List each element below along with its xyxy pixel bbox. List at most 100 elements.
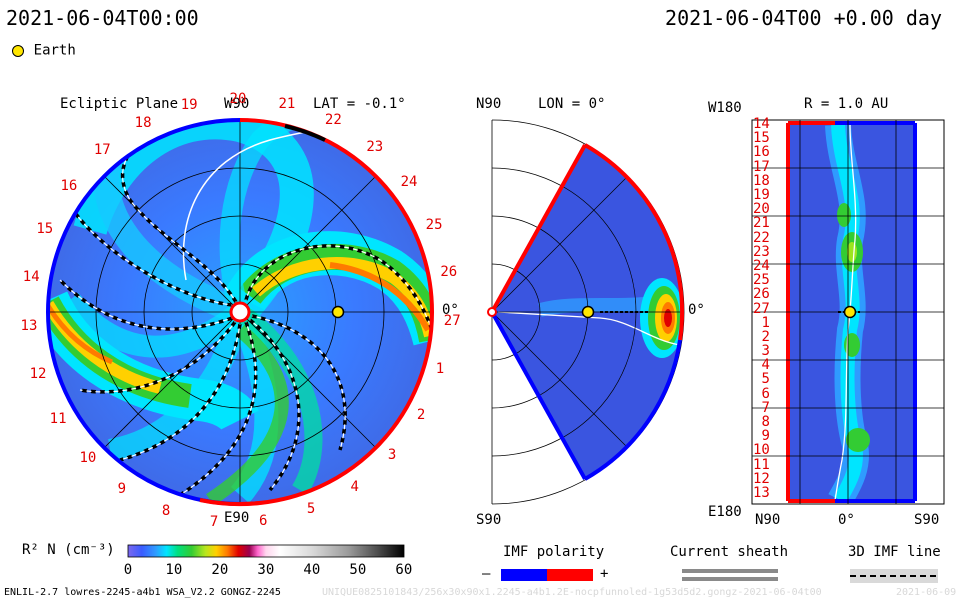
shell-y-label: 5 bbox=[761, 371, 770, 388]
carrington-label: 12 bbox=[29, 366, 47, 383]
shell-y-label: 11 bbox=[753, 456, 770, 473]
ecliptic-lat: LAT = -0.1° bbox=[313, 96, 406, 112]
carrington-label: 26 bbox=[440, 263, 458, 280]
imf-minus-label: – bbox=[482, 566, 491, 582]
shell-y-label: 2 bbox=[761, 328, 770, 345]
carrington-label: 10 bbox=[79, 450, 97, 467]
ecliptic-w90: W90 bbox=[224, 96, 250, 112]
shell-y-label: 26 bbox=[753, 286, 770, 303]
imf-3d-swatch bbox=[850, 569, 938, 583]
shell-y-label: 4 bbox=[761, 357, 770, 374]
shell-y-label: 8 bbox=[761, 414, 770, 431]
carrington-label: 24 bbox=[400, 174, 418, 191]
shell-y-label: 20 bbox=[753, 201, 770, 218]
shell-y-label: 16 bbox=[753, 144, 770, 161]
shell-y-label: 9 bbox=[761, 428, 770, 445]
carrington-label: 21 bbox=[278, 96, 296, 113]
carrington-label: 22 bbox=[324, 112, 342, 129]
carrington-label: 16 bbox=[60, 178, 78, 195]
imf-plus-label: + bbox=[600, 566, 609, 582]
sun-marker bbox=[229, 301, 251, 323]
current-sheath-swatch bbox=[682, 569, 778, 581]
footer-run-id: UNIQUE0825101843/256x30x90x1.2245-a4b1.2… bbox=[322, 587, 822, 598]
shell-y-label: 25 bbox=[753, 272, 770, 289]
ecliptic-plane-panel bbox=[46, 118, 434, 507]
shell-y-label: 27 bbox=[753, 300, 770, 317]
imf-positive-swatch bbox=[547, 569, 593, 581]
meridional-s90: S90 bbox=[476, 512, 502, 528]
shell-y-label: 13 bbox=[753, 485, 770, 501]
colorbar-tick: 40 bbox=[303, 562, 321, 578]
carrington-label: 9 bbox=[117, 481, 126, 498]
carrington-label: 25 bbox=[425, 216, 443, 233]
earth-legend-label: Earth bbox=[33, 42, 76, 59]
shell-x-s90: S90 bbox=[914, 512, 940, 528]
carrington-label: 8 bbox=[161, 503, 171, 520]
carrington-label: 18 bbox=[134, 114, 152, 131]
shell-y-label: 21 bbox=[753, 215, 770, 232]
shell-x-zero: 0° bbox=[838, 512, 855, 528]
shell-y-label: 12 bbox=[753, 470, 770, 487]
shell-y-label: 22 bbox=[753, 229, 770, 246]
shell-y-label: 23 bbox=[753, 243, 770, 260]
carrington-label: 27 bbox=[443, 312, 461, 329]
ecliptic-rim-negative bbox=[46, 118, 241, 506]
earth-marker-shell bbox=[843, 305, 857, 319]
shell-w180: W180 bbox=[708, 100, 742, 116]
meridional-n90: N90 bbox=[476, 96, 502, 112]
carrington-label: 19 bbox=[180, 97, 198, 114]
carrington-label: 13 bbox=[20, 317, 38, 334]
current-sheath-title: Current sheath bbox=[670, 544, 789, 560]
carrington-label: 1 bbox=[435, 361, 445, 378]
header-right-time: 2021-06-04T00 +0.00 day bbox=[665, 6, 942, 30]
ecliptic-title: Ecliptic Plane bbox=[60, 96, 179, 112]
shell-y-label: 19 bbox=[753, 186, 770, 203]
colorbar-tick: 0 bbox=[123, 562, 133, 578]
shell-panel bbox=[751, 119, 945, 505]
carrington-label: 23 bbox=[366, 139, 384, 156]
shell-y-label: 10 bbox=[753, 442, 770, 459]
shell-y-label: 18 bbox=[753, 172, 770, 189]
carrington-label: 6 bbox=[259, 513, 268, 530]
colorbar-tick: 60 bbox=[395, 562, 413, 578]
earth-legend: Earth bbox=[12, 40, 76, 59]
carrington-label: 14 bbox=[22, 268, 40, 285]
meridional-rim-positive bbox=[584, 143, 684, 341]
carrington-label: 3 bbox=[387, 446, 397, 463]
shell-y-label: 1 bbox=[761, 314, 770, 331]
carrington-label: 2 bbox=[416, 406, 426, 423]
shell-y-label: 14 bbox=[753, 116, 770, 132]
shell-title: R = 1.0 AU bbox=[804, 96, 889, 112]
carrington-label: 4 bbox=[350, 478, 359, 495]
shell-y-label: 15 bbox=[753, 130, 770, 147]
earth-marker-ecliptic bbox=[331, 305, 345, 319]
footer-model-info: ENLIL-2.7 lowres-2245-a4b1 WSA_V2.2 GONG… bbox=[4, 587, 281, 598]
shell-x-n90: N90 bbox=[755, 512, 781, 528]
shell-y-label: 17 bbox=[753, 158, 770, 175]
carrington-label: 11 bbox=[49, 411, 67, 428]
colorbar-tick: 50 bbox=[349, 562, 367, 578]
imf-3d-title: 3D IMF line bbox=[848, 544, 941, 560]
colorbar-label: R² N (cm⁻³) bbox=[22, 542, 115, 558]
meridional-zero-deg: 0° bbox=[688, 302, 705, 318]
carrington-label: 17 bbox=[93, 142, 111, 159]
imf-polarity-title: IMF polarity bbox=[503, 544, 605, 560]
shell-y-label: 6 bbox=[761, 385, 770, 402]
shell-y-label: 3 bbox=[761, 343, 770, 360]
footer-date: 2021-06-09 bbox=[896, 587, 957, 598]
density-colorbar bbox=[127, 544, 405, 558]
earth-marker-meridional bbox=[581, 305, 595, 319]
meridional-lon: LON = 0° bbox=[538, 96, 606, 112]
meridional-plane-panel bbox=[487, 119, 685, 505]
ecliptic-e90: E90 bbox=[224, 510, 250, 526]
colorbar-tick: 30 bbox=[257, 562, 275, 578]
colorbar-tick: 10 bbox=[165, 562, 183, 578]
header-left-time: 2021-06-04T00:00 bbox=[6, 6, 199, 30]
carrington-label: 15 bbox=[36, 221, 54, 238]
earth-icon bbox=[12, 44, 24, 57]
shell-y-label: 7 bbox=[761, 399, 770, 416]
colorbar-tick: 20 bbox=[211, 562, 229, 578]
imf-negative-swatch bbox=[501, 569, 547, 581]
carrington-label: 5 bbox=[306, 501, 316, 518]
